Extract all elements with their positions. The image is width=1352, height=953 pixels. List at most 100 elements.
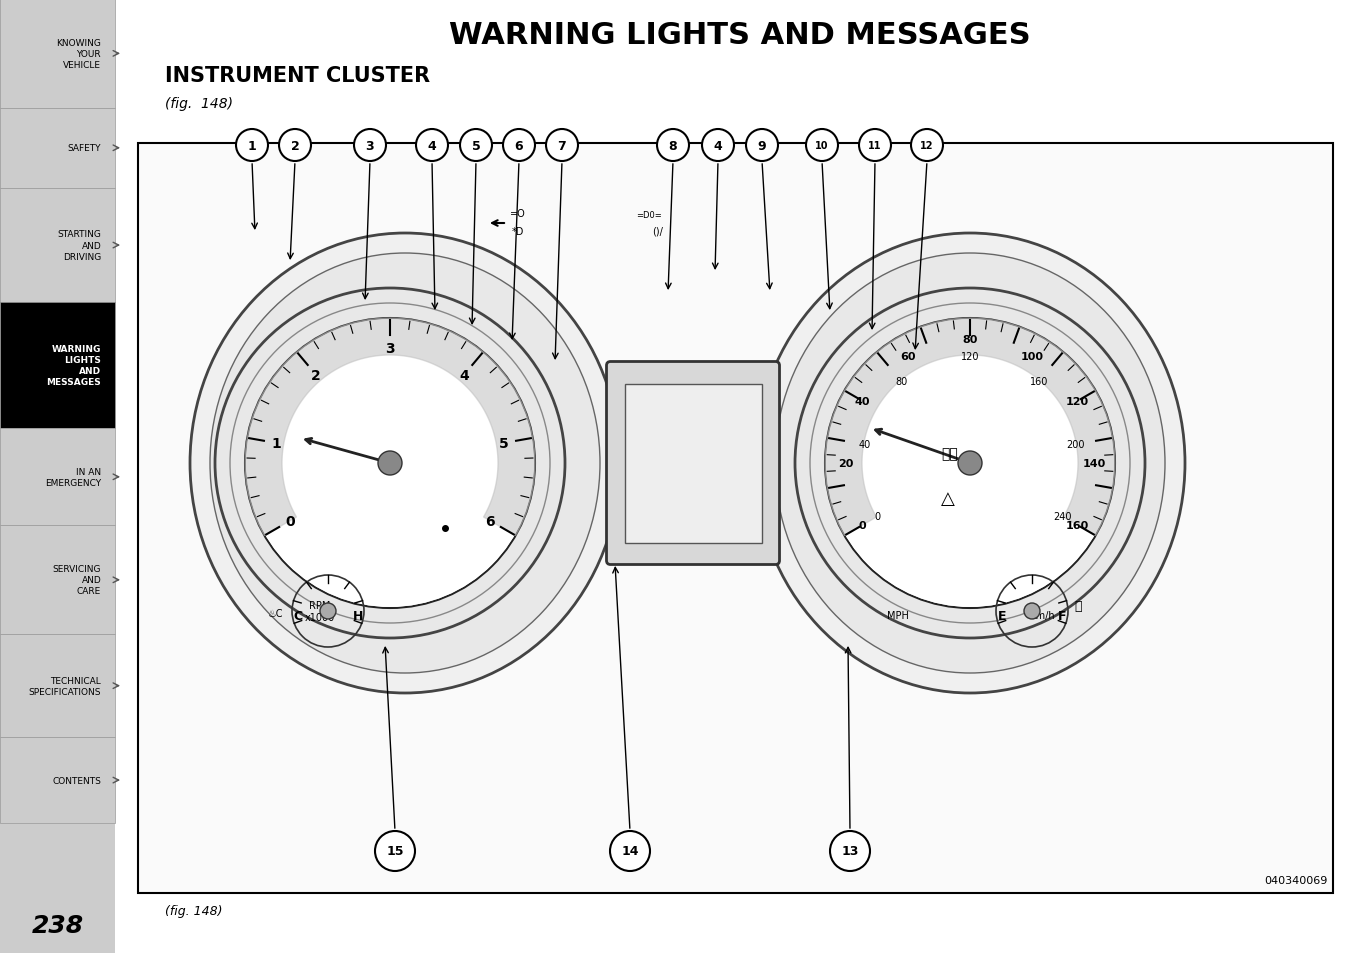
FancyBboxPatch shape [0, 635, 115, 738]
Text: (fig.  148): (fig. 148) [165, 97, 233, 111]
Circle shape [911, 130, 942, 162]
Circle shape [416, 130, 448, 162]
Circle shape [702, 130, 734, 162]
Text: SERVICING
AND
CARE: SERVICING AND CARE [53, 564, 101, 596]
Text: IN AN
EMERGENCY: IN AN EMERGENCY [45, 467, 101, 487]
Text: E: E [998, 609, 1006, 622]
Text: 2: 2 [311, 369, 320, 382]
Text: 4: 4 [427, 139, 437, 152]
Text: KNOWING
YOUR
VEHICLE: KNOWING YOUR VEHICLE [57, 39, 101, 70]
Text: C: C [293, 609, 303, 622]
Polygon shape [825, 318, 1115, 536]
Text: F: F [1057, 609, 1067, 622]
Text: ⒶⓅ: ⒶⓅ [941, 447, 959, 460]
FancyBboxPatch shape [0, 526, 115, 635]
Text: WARNING
LIGHTS
AND
MESSAGES: WARNING LIGHTS AND MESSAGES [46, 345, 101, 387]
Circle shape [279, 130, 311, 162]
FancyBboxPatch shape [0, 189, 115, 303]
FancyBboxPatch shape [0, 0, 115, 109]
FancyBboxPatch shape [0, 429, 115, 526]
Text: 60: 60 [900, 352, 915, 361]
Text: 160: 160 [1030, 376, 1048, 387]
Text: =O: =O [510, 209, 526, 219]
Text: 240: 240 [1053, 512, 1072, 522]
Text: ⛽: ⛽ [1075, 599, 1082, 613]
Text: RPM
x1000: RPM x1000 [304, 600, 335, 622]
Text: 4: 4 [460, 369, 469, 382]
Text: 5: 5 [499, 436, 508, 451]
Text: SAFETY: SAFETY [68, 144, 101, 153]
Text: ()/: ()/ [653, 227, 664, 236]
Text: 200: 200 [1067, 440, 1084, 450]
Text: 9: 9 [757, 139, 767, 152]
FancyBboxPatch shape [138, 144, 1333, 893]
Text: ♨C: ♨C [268, 608, 284, 618]
Circle shape [746, 130, 777, 162]
Text: 3: 3 [385, 341, 395, 355]
Text: km/h: km/h [1030, 610, 1055, 620]
Text: 0: 0 [859, 520, 867, 531]
Text: 160: 160 [1065, 520, 1088, 531]
Text: 6: 6 [485, 514, 495, 528]
Text: 80: 80 [963, 335, 977, 345]
Circle shape [1023, 603, 1040, 619]
Ellipse shape [775, 253, 1165, 673]
Circle shape [610, 831, 650, 871]
Text: 120: 120 [1065, 396, 1088, 407]
Text: 6: 6 [515, 139, 523, 152]
Text: 10: 10 [815, 141, 829, 151]
Text: 040340069: 040340069 [1264, 875, 1328, 885]
Text: 140: 140 [1083, 458, 1106, 469]
Circle shape [546, 130, 579, 162]
Text: △: △ [941, 490, 955, 507]
FancyBboxPatch shape [0, 738, 115, 823]
Circle shape [826, 319, 1114, 607]
Text: 13: 13 [841, 844, 859, 858]
Text: 8: 8 [669, 139, 677, 152]
Text: 4: 4 [714, 139, 722, 152]
Text: 238: 238 [31, 913, 84, 937]
Text: MPH: MPH [887, 610, 909, 620]
Text: 7: 7 [557, 139, 566, 152]
Text: 0: 0 [285, 514, 295, 528]
Text: 5: 5 [472, 139, 480, 152]
Circle shape [379, 452, 402, 476]
Circle shape [237, 130, 268, 162]
Text: 2: 2 [291, 139, 299, 152]
Circle shape [859, 130, 891, 162]
Text: 0: 0 [875, 512, 880, 522]
Text: TECHNICAL
SPECIFICATIONS: TECHNICAL SPECIFICATIONS [28, 676, 101, 696]
Text: 20: 20 [838, 458, 853, 469]
Text: 3: 3 [365, 139, 375, 152]
Text: *D: *D [512, 227, 525, 236]
Text: WARNING LIGHTS AND MESSAGES: WARNING LIGHTS AND MESSAGES [449, 22, 1030, 51]
Text: 14: 14 [622, 844, 638, 858]
Text: 12: 12 [921, 141, 934, 151]
Circle shape [246, 319, 534, 607]
Circle shape [320, 603, 337, 619]
Text: 11: 11 [868, 141, 882, 151]
Circle shape [657, 130, 690, 162]
Circle shape [460, 130, 492, 162]
Ellipse shape [754, 233, 1184, 693]
FancyBboxPatch shape [607, 362, 780, 565]
Circle shape [959, 452, 982, 476]
Text: STARTING
AND
DRIVING: STARTING AND DRIVING [57, 231, 101, 261]
FancyBboxPatch shape [625, 384, 761, 543]
Text: 15: 15 [387, 844, 404, 858]
Polygon shape [245, 318, 535, 536]
FancyBboxPatch shape [0, 109, 115, 189]
Text: INSTRUMENT CLUSTER: INSTRUMENT CLUSTER [165, 66, 430, 86]
Text: =D0=: =D0= [637, 212, 662, 220]
Text: CONTENTS: CONTENTS [53, 776, 101, 784]
Ellipse shape [191, 233, 621, 693]
Text: 40: 40 [854, 396, 871, 407]
FancyBboxPatch shape [0, 303, 115, 429]
Circle shape [806, 130, 838, 162]
Circle shape [354, 130, 387, 162]
Circle shape [375, 831, 415, 871]
Circle shape [503, 130, 535, 162]
Text: 120: 120 [961, 352, 979, 361]
Text: 80: 80 [895, 376, 907, 387]
Text: 1: 1 [272, 436, 281, 451]
